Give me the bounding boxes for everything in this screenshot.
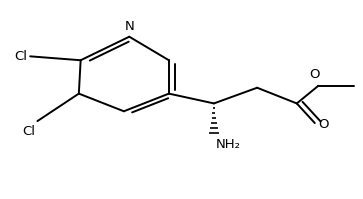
Text: O: O <box>309 68 319 81</box>
Text: Cl: Cl <box>23 125 36 138</box>
Text: N: N <box>125 20 134 33</box>
Text: NH₂: NH₂ <box>216 138 241 151</box>
Text: Cl: Cl <box>14 50 27 63</box>
Text: O: O <box>318 118 329 131</box>
